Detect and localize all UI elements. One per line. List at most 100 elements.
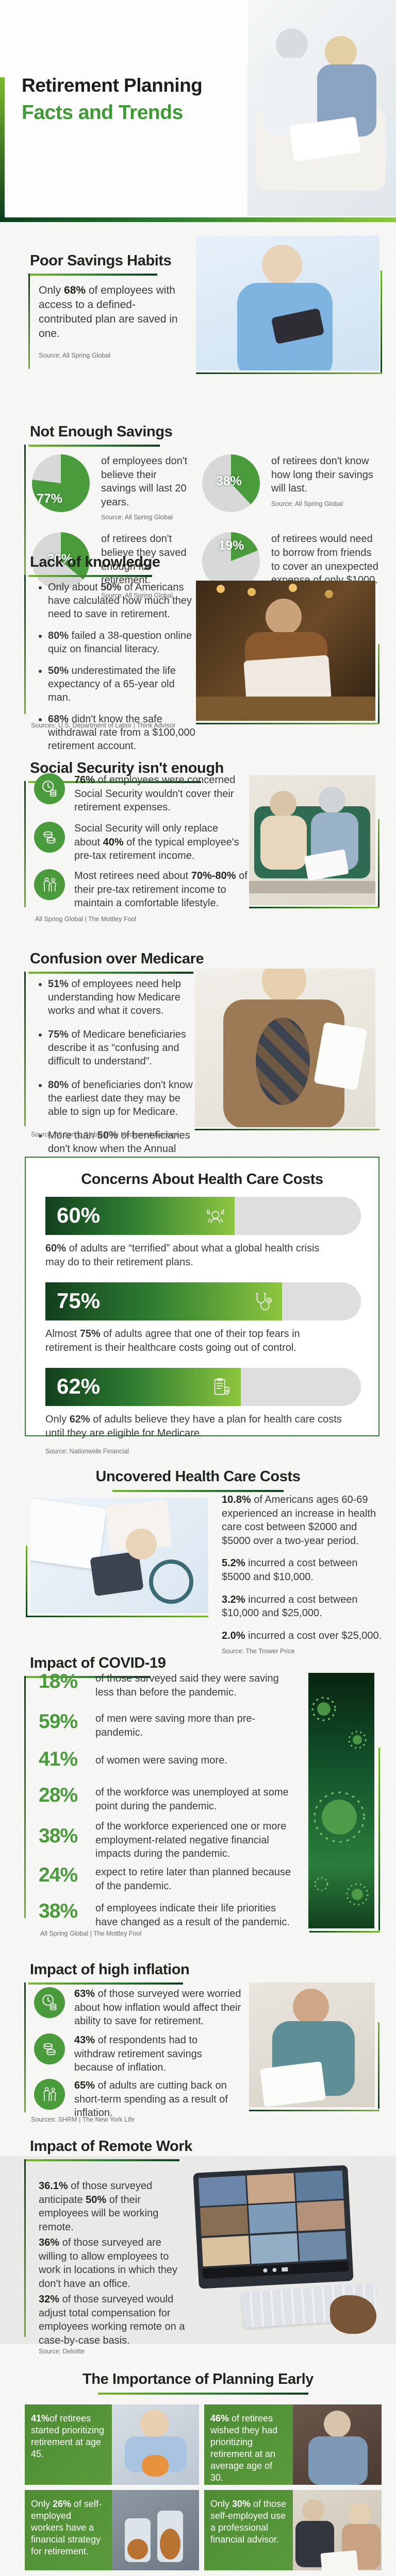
photo-accent [378,2022,380,2109]
bullet-post: of Americans have calculated how much th… [48,582,192,620]
bullet-post: underestimated the life expectancy of a … [48,665,176,703]
photo-shape [140,2410,169,2438]
bullet-pct: 80% [48,1079,69,1091]
hero-photo-senior-couple [248,0,396,216]
clock-coins-icon [34,773,65,804]
bar-62-fill: 62% [45,1368,241,1406]
covid-section: Impact of COVID-19 18% of those surveyed… [0,1655,396,1946]
fact-pct: 68% [64,284,86,296]
photo-shape [217,585,225,593]
stat-text: 2.0% incurred a cost over $25,000. [222,1629,383,1643]
bullet-pct: 50% [97,1130,118,1141]
bullet-pct: 75% [48,1029,69,1040]
hero-section: Retirement Planning Facts and Trends [0,0,396,223]
section-left-line [24,781,26,907]
pie-chart-77: 77% [32,454,90,512]
planning-card: Only 26% of self-employed workers have a… [25,2490,199,2570]
inflation-section: Impact of high inflation 63% of those su… [0,1955,396,2136]
photo-accent [249,907,380,908]
icon-stat: 43% of respondents had to withdraw retir… [34,2033,245,2075]
pie-stat: 36% of retirees don't believe they saved… [32,532,202,599]
section-title: Concerns About Health Care Costs [81,1171,323,1188]
photo-accent [381,270,382,374]
medical-plan-icon [210,1375,234,1401]
planning-card: 41%of retirees started prioritizing reti… [25,2404,199,2485]
video-tile [198,2175,247,2207]
stat-pct: 36% [39,2237,60,2248]
stat-text: Social Security will only replace about … [74,822,240,863]
photo-shape [308,2436,368,2485]
bullet-item: 80% of beneficiaries don't know the earl… [48,1078,203,1118]
card-pct: 30% [232,2499,251,2509]
stat-text: 10.8% of Americans ages 60-69 experience… [222,1493,383,1548]
section-rule [25,1676,150,1678]
photo-accent [378,1748,380,1930]
stat-pct: 10.8% [222,1494,251,1505]
stat-post: of employees were concerned Social Secur… [74,774,236,814]
lack-of-knowledge-section: Lack of knowledge Only about 50% of Amer… [0,554,396,752]
caption-pct: 60% [45,1243,67,1254]
bar-60-fill: 60% [45,1197,235,1235]
photo-shape [293,1989,329,2025]
section-title: Confusion over Medicare [30,951,204,967]
photo-shape [263,58,320,135]
worried-person-icon [204,1204,227,1230]
card-text: 46% of retirees wished they had prioriti… [204,2404,293,2485]
section-title: Lack of knowledge [30,554,160,570]
bar-label: 62% [57,1374,101,1399]
planning-card: 46% of retirees wished they had prioriti… [204,2404,382,2485]
video-tile [200,2205,249,2236]
stat-text: 43% of respondents had to withdraw retir… [74,2033,239,2075]
remote-text: 36% of those surveyed are willing to all… [39,2236,188,2291]
photo-accent [195,1129,380,1130]
stat-text: 5.2% incurred a cost between $5000 and $… [222,1556,383,1584]
remote-work-section: Impact of Remote Work 36.1% of those sur… [0,2136,396,2360]
section-title: The Importance of Planning Early [82,2371,314,2387]
section-left-line [24,445,26,576]
page-title: Retirement Planning [22,75,203,96]
video-tile [248,2202,297,2234]
stat-text: of retirees don't believe they saved eno… [101,533,187,586]
section-title: Uncovered Health Care Costs [95,1468,301,1485]
covid-pct: 41% [39,1748,78,1770]
remote-text: 36.1% of those surveyed anticipate 50% o… [39,2179,180,2234]
source-note: Source: All Spring Global [101,514,173,521]
bar-label: 60% [57,1203,101,1227]
photo-accent [196,723,380,724]
card-post: of retirees wished they had prioritizing… [210,2413,278,2483]
bullet-item: 50% underestimated the life expectancy o… [48,664,197,704]
pie-label: 77% [36,491,62,506]
video-grid [197,2170,349,2269]
photo-shape [270,791,296,818]
poor-savings-section: Poor Savings Habits Only 68% of employee… [0,234,396,404]
bullet-pre: More than [48,1130,97,1141]
pie-stats-grid: 77% of employees don't believe their sav… [32,454,388,599]
mic-icon [263,2268,268,2273]
bar-caption: Almost 75% of adults agree that one of t… [45,1327,344,1354]
photo-accent [26,1546,27,1617]
fact-pre: Only [39,284,64,296]
stat-text: of retirees would need to borrow from fr… [271,533,378,586]
stat-text: 76% of employees were concerned Social S… [74,773,240,815]
medicare-photo-man-with-paper [195,969,375,1127]
stat-post: incurred a cost over $25,000. [245,1630,382,1641]
pie-label: 38% [216,474,242,489]
section-title: Impact of COVID-19 [30,1655,166,1671]
photo-shape [160,2529,180,2560]
photo-shape [260,816,307,870]
elderly-couple-icon [34,869,65,900]
virus-shapes [311,1697,369,1906]
bar-caption: 60% of adults are “terrified” about what… [45,1242,334,1269]
covid-text: of women were saving more. [95,1755,227,1766]
source-note: Source: All Spring Global | The Medicare… [31,1131,179,1138]
camera-icon [282,2267,288,2272]
section-title: Poor Savings Habits [30,252,172,269]
laptop-screen [193,2165,354,2289]
section-rule [28,972,193,974]
source-note: Source: The Trower Price [222,1648,295,1655]
icon-stat: 65% of adults are cutting back on short-… [34,2079,245,2120]
caption-post: of adults are “terrified” about what a g… [45,1243,320,1268]
social-security-section: Social Security isn't enough 76% of empl… [0,750,396,945]
bullet-post: didn't know the safe withdrawal rate fro… [48,714,195,752]
source-note: Sources: U.S. Department of Labor | Thin… [31,722,176,729]
